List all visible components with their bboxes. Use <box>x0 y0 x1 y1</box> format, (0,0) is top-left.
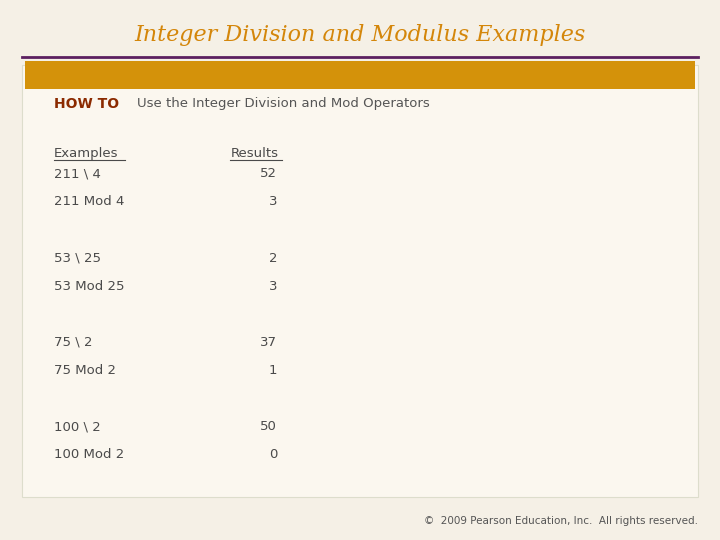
Text: HOW TO: HOW TO <box>54 97 119 111</box>
Text: Use the Integer Division and Mod Operators: Use the Integer Division and Mod Operato… <box>137 97 430 110</box>
Text: Examples: Examples <box>54 147 119 160</box>
Text: 100 Mod 2: 100 Mod 2 <box>54 448 125 461</box>
Text: 3: 3 <box>269 280 277 293</box>
Text: 1: 1 <box>269 364 277 377</box>
Text: 52: 52 <box>260 167 277 180</box>
Text: Integer Division and Modulus Examples: Integer Division and Modulus Examples <box>135 24 585 46</box>
Text: 2: 2 <box>269 252 277 265</box>
Text: 0: 0 <box>269 448 277 461</box>
Text: 53 Mod 25: 53 Mod 25 <box>54 280 125 293</box>
Text: ©  2009 Pearson Education, Inc.  All rights reserved.: © 2009 Pearson Education, Inc. All right… <box>424 516 698 526</box>
Text: 211 Mod 4: 211 Mod 4 <box>54 195 125 208</box>
Text: 100 \ 2: 100 \ 2 <box>54 420 101 433</box>
Text: 50: 50 <box>261 420 277 433</box>
Text: 75 Mod 2: 75 Mod 2 <box>54 364 116 377</box>
Text: Results: Results <box>230 147 279 160</box>
FancyBboxPatch shape <box>25 61 695 89</box>
Text: 37: 37 <box>260 336 277 349</box>
Text: 75 \ 2: 75 \ 2 <box>54 336 92 349</box>
FancyBboxPatch shape <box>22 65 698 497</box>
Text: 53 \ 25: 53 \ 25 <box>54 252 101 265</box>
Text: 3: 3 <box>269 195 277 208</box>
Text: 211 \ 4: 211 \ 4 <box>54 167 101 180</box>
